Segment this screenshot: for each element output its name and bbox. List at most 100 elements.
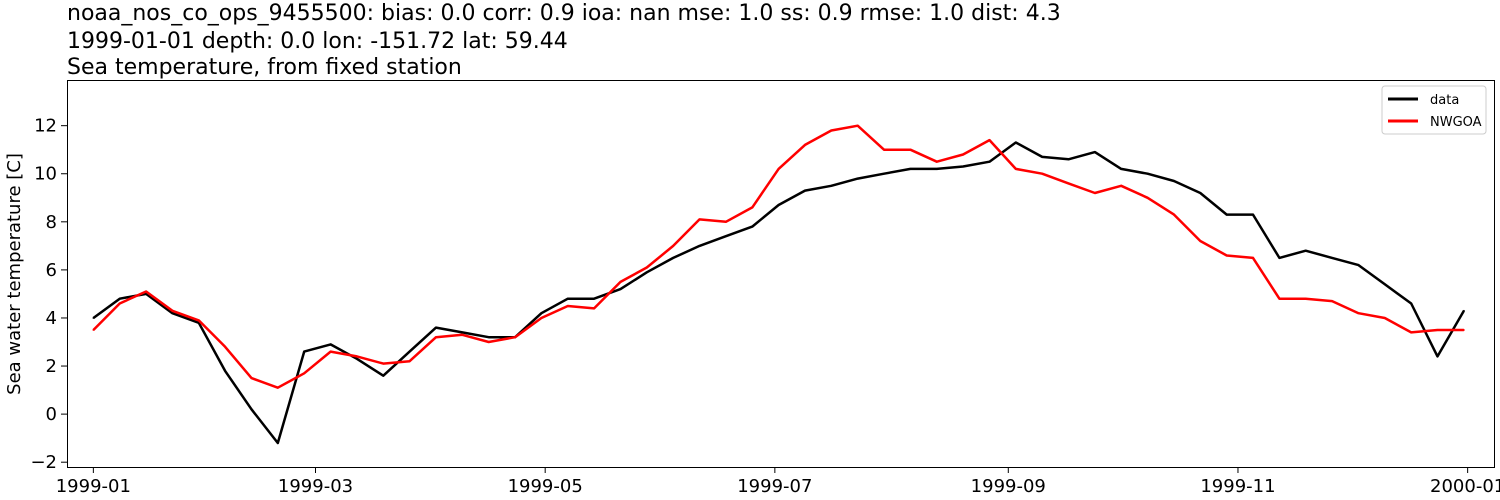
data-point-nwgoa: [725, 220, 727, 223]
data-point-data: [883, 172, 885, 175]
data-point-data: [1120, 168, 1123, 170]
data-point-data: [1146, 172, 1149, 175]
data-point-nwgoa: [224, 345, 227, 348]
data-point-nwgoa: [1199, 240, 1202, 242]
data-point-nwgoa: [382, 362, 385, 365]
x-tick-label: 2000-01: [1430, 476, 1500, 497]
data-point-nwgoa: [962, 153, 964, 156]
data-point-nwgoa: [408, 360, 411, 363]
data-point-data: [487, 336, 490, 339]
data-point-nwgoa: [698, 218, 701, 221]
data-point-data: [1383, 283, 1386, 286]
data-point-data: [1410, 302, 1413, 305]
data-point-nwgoa: [856, 124, 859, 127]
data-point-data: [540, 312, 543, 315]
y-tick-label: 8: [46, 212, 57, 233]
data-point-nwgoa: [619, 281, 622, 283]
data-point-data: [276, 442, 279, 444]
chart-subtitle-location: 1999-01-01 depth: 0.0 lon: -151.72 lat: …: [67, 29, 568, 54]
data-point-data: [830, 184, 833, 187]
legend: data NWGOA: [1381, 85, 1487, 135]
data-point-nwgoa: [487, 341, 490, 343]
data-point-data: [698, 245, 701, 247]
y-tick-label: 6: [46, 260, 57, 281]
y-tick-label: 10: [34, 164, 57, 185]
data-point-nwgoa: [1014, 168, 1017, 170]
data-point-data: [777, 204, 780, 206]
data-point-data: [1067, 158, 1070, 161]
data-point-data: [1278, 257, 1281, 259]
data-point-nwgoa: [1436, 329, 1439, 331]
data-point-nwgoa: [1331, 300, 1333, 302]
y-tick-label: 4: [46, 308, 57, 329]
data-point-data: [461, 331, 464, 334]
data-point-nwgoa: [751, 206, 754, 209]
x-tick-label: 1999-07: [737, 476, 812, 497]
data-point-nwgoa: [645, 266, 648, 269]
data-point-nwgoa: [830, 129, 833, 132]
data-point-nwgoa: [593, 307, 595, 310]
data-point-data: [1014, 141, 1017, 144]
y-tick-label: −2: [30, 452, 57, 473]
series-line-data: [92, 141, 1465, 445]
data-point-data: [1304, 249, 1307, 252]
data-point-data: [988, 160, 991, 163]
data-point-data: [1041, 156, 1044, 158]
data-point-data: [224, 370, 227, 372]
data-point-nwgoa: [1278, 297, 1281, 300]
chart-title: noaa_nos_co_ops_9455500: bias: 0.0 corr:…: [67, 1, 1061, 26]
data-point-data: [382, 374, 385, 377]
series-line-nwgoa: [92, 124, 1464, 389]
data-point-nwgoa: [1252, 257, 1254, 259]
data-point-data: [645, 271, 648, 274]
chart-subtitle-variable: Sea temperature, from fixed station: [67, 55, 462, 80]
plot-frame: [67, 80, 1495, 468]
legend-label-data: data: [1430, 93, 1459, 108]
data-point-nwgoa: [1173, 213, 1175, 216]
data-point-nwgoa: [566, 305, 569, 307]
data-point-data: [962, 165, 964, 168]
data-point-nwgoa: [1041, 172, 1044, 175]
data-point-nwgoa: [1410, 331, 1413, 334]
data-point-data: [329, 343, 332, 346]
data-point-data: [856, 177, 859, 180]
data-point-nwgoa: [1304, 297, 1307, 300]
x-tick-label: 1999-03: [278, 476, 353, 497]
data-point-data: [171, 312, 174, 315]
data-point-nwgoa: [435, 336, 437, 339]
data-point-data: [672, 257, 675, 259]
data-point-nwgoa: [1357, 312, 1360, 315]
y-axis-label: Sea water temperature [C]: [4, 153, 25, 395]
data-point-data: [566, 297, 569, 300]
data-point-nwgoa: [461, 333, 464, 336]
data-point-data: [1173, 180, 1175, 182]
series-layer: [92, 124, 1465, 445]
data-point-data: [92, 317, 95, 319]
data-point-nwgoa: [118, 302, 121, 305]
data-point-nwgoa: [92, 329, 95, 331]
data-point-nwgoa: [988, 139, 991, 142]
data-point-data: [145, 293, 148, 295]
data-point-nwgoa: [329, 350, 332, 353]
data-point-data: [1225, 213, 1228, 216]
data-point-nwgoa: [1463, 329, 1465, 331]
data-point-nwgoa: [1094, 192, 1096, 194]
data-point-data: [118, 297, 121, 300]
data-point-nwgoa: [935, 160, 938, 163]
data-point-data: [751, 225, 754, 228]
data-point-data: [250, 408, 253, 411]
data-point-data: [356, 357, 358, 360]
data-point-nwgoa: [883, 148, 885, 151]
data-point-nwgoa: [804, 144, 806, 146]
data-point-nwgoa: [356, 355, 358, 358]
data-point-nwgoa: [145, 290, 148, 293]
data-point-nwgoa: [540, 317, 543, 319]
data-point-nwgoa: [1146, 196, 1149, 199]
data-point-data: [804, 189, 806, 192]
data-point-nwgoa: [1067, 182, 1070, 185]
data-point-data: [1357, 264, 1360, 266]
data-point-data: [593, 297, 595, 300]
data-point-nwgoa: [1225, 254, 1228, 257]
y-tick-label: 0: [46, 404, 57, 425]
